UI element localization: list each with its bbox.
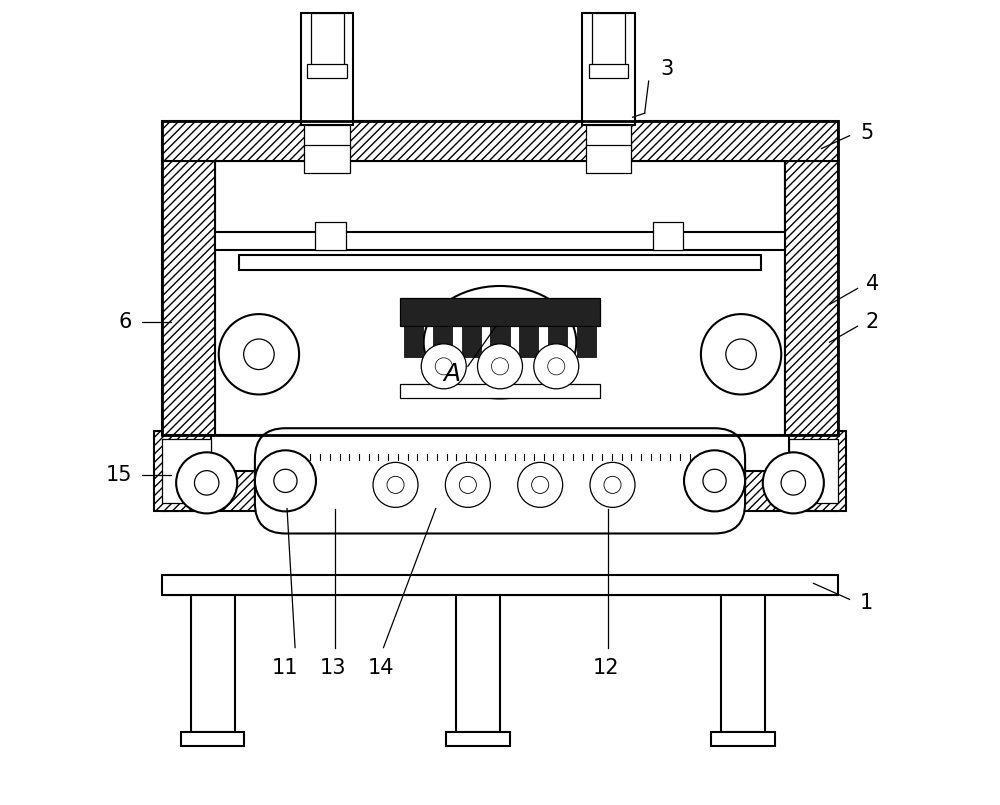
Bar xyxy=(548,326,567,357)
Bar xyxy=(162,162,215,435)
Bar xyxy=(433,326,452,357)
Circle shape xyxy=(459,477,476,493)
Circle shape xyxy=(194,471,219,495)
Circle shape xyxy=(726,339,756,369)
Circle shape xyxy=(255,450,316,511)
Circle shape xyxy=(518,462,563,507)
Bar xyxy=(315,221,346,250)
Text: 5: 5 xyxy=(860,123,873,143)
Circle shape xyxy=(684,450,745,511)
Bar xyxy=(162,439,211,503)
Circle shape xyxy=(590,462,635,507)
Circle shape xyxy=(703,469,726,493)
Ellipse shape xyxy=(424,286,576,398)
Bar xyxy=(592,13,625,75)
Bar xyxy=(653,221,683,250)
Text: 1: 1 xyxy=(860,593,873,613)
Circle shape xyxy=(491,357,509,375)
Bar xyxy=(400,384,600,398)
Bar xyxy=(490,326,510,357)
Bar xyxy=(162,471,838,511)
Circle shape xyxy=(532,477,549,493)
Text: 13: 13 xyxy=(320,658,346,678)
Bar xyxy=(577,326,596,357)
Bar xyxy=(404,326,423,357)
Circle shape xyxy=(176,452,237,514)
Bar xyxy=(191,592,235,732)
Bar xyxy=(721,592,765,732)
Bar xyxy=(311,13,344,75)
Bar xyxy=(785,162,838,435)
Bar xyxy=(586,146,631,173)
Text: 3: 3 xyxy=(661,59,674,79)
Circle shape xyxy=(244,339,274,369)
Text: 2: 2 xyxy=(866,312,879,332)
Bar xyxy=(789,439,838,503)
Circle shape xyxy=(781,471,806,495)
Circle shape xyxy=(477,344,523,389)
Text: 11: 11 xyxy=(271,658,298,678)
Bar xyxy=(304,146,350,173)
Bar xyxy=(154,431,211,511)
Bar xyxy=(307,64,347,78)
Bar xyxy=(456,592,500,732)
Bar xyxy=(519,326,538,357)
Circle shape xyxy=(534,344,579,389)
Bar xyxy=(589,64,628,78)
Text: 14: 14 xyxy=(368,658,394,678)
Text: 4: 4 xyxy=(866,275,879,295)
Bar xyxy=(586,126,631,148)
Bar xyxy=(711,732,775,746)
Bar xyxy=(215,232,785,250)
Bar xyxy=(446,732,510,746)
Bar xyxy=(301,13,353,126)
Circle shape xyxy=(274,469,297,493)
Circle shape xyxy=(421,344,466,389)
Circle shape xyxy=(548,357,565,375)
Text: 12: 12 xyxy=(593,658,619,678)
Bar xyxy=(162,122,838,435)
Bar xyxy=(162,122,838,162)
Circle shape xyxy=(219,314,299,394)
Bar xyxy=(789,431,846,511)
Bar xyxy=(582,13,635,126)
Circle shape xyxy=(701,314,781,394)
Bar xyxy=(304,126,350,148)
Circle shape xyxy=(604,477,621,493)
Circle shape xyxy=(445,462,490,507)
Bar xyxy=(400,298,600,326)
Text: A: A xyxy=(443,362,460,386)
Bar xyxy=(215,162,785,435)
Text: 6: 6 xyxy=(119,312,132,332)
FancyBboxPatch shape xyxy=(255,428,745,534)
Bar xyxy=(462,326,481,357)
Circle shape xyxy=(435,357,452,375)
Bar xyxy=(239,255,761,270)
Bar xyxy=(162,576,838,596)
Bar xyxy=(181,732,244,746)
Text: 15: 15 xyxy=(105,464,132,485)
Circle shape xyxy=(763,452,824,514)
Circle shape xyxy=(373,462,418,507)
Circle shape xyxy=(387,477,404,493)
